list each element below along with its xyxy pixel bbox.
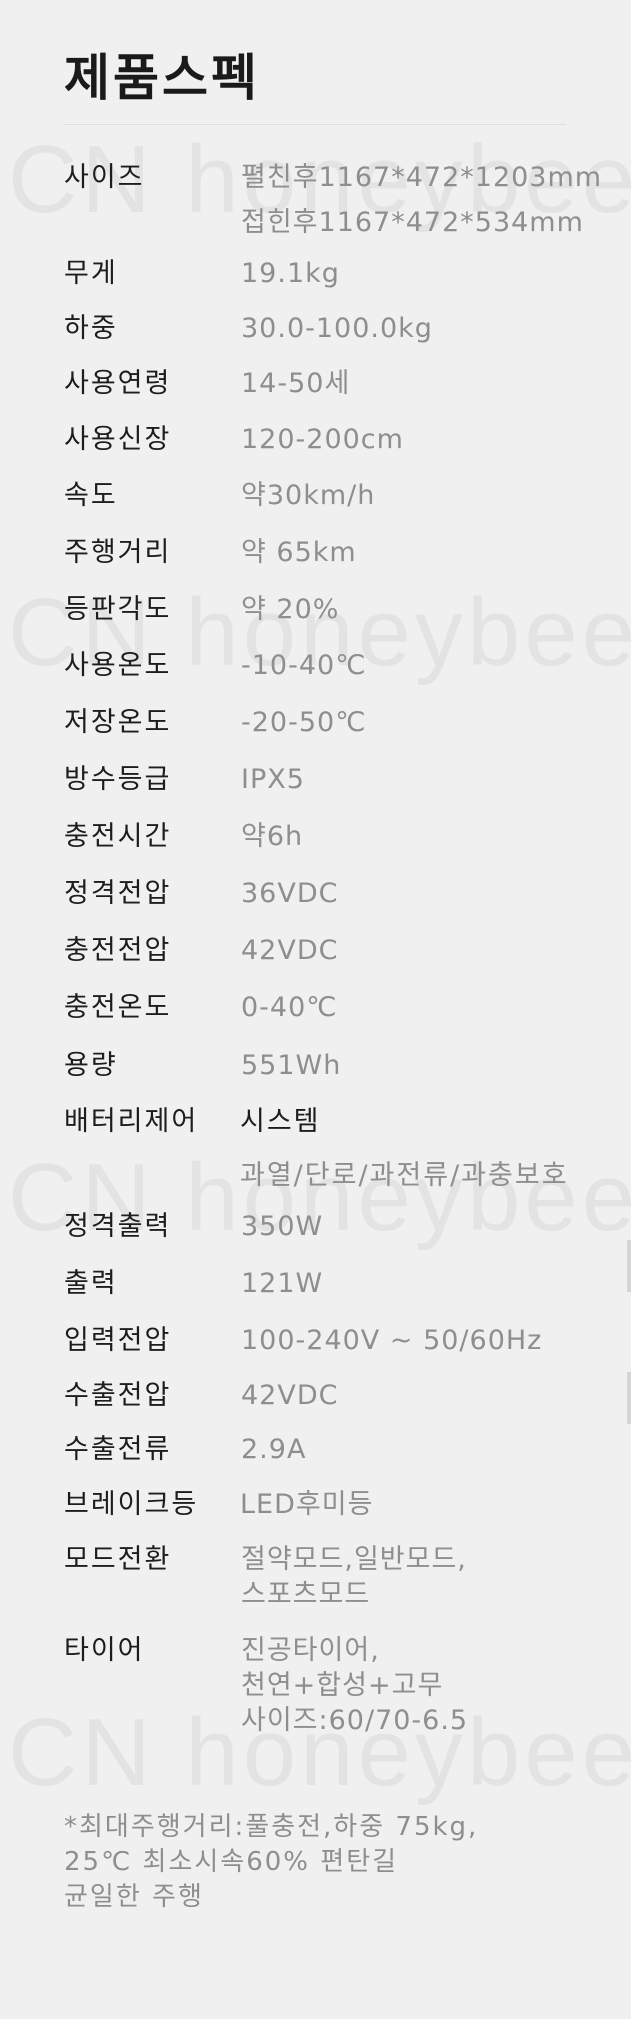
spec-row-operating-temp: 사용온도 -10-40℃	[64, 648, 631, 683]
spec-value: 진공타이어, 천연+합성+고무 사이즈:60/70-6.5	[241, 1635, 469, 1736]
divider	[64, 124, 566, 125]
spec-row-range: 주행거리 약 65km	[64, 535, 631, 570]
spec-row-height: 사용신장 120-200cm	[64, 422, 631, 457]
spec-value: 0-40℃	[241, 992, 338, 1023]
spec-label: 사용신장	[64, 424, 172, 455]
spec-value: 14-50세	[241, 368, 351, 399]
spec-value: 121W	[241, 1268, 324, 1299]
spec-label: 사이즈	[64, 162, 145, 193]
spec-value: 약6h	[241, 821, 304, 852]
spec-value: LED후미등	[240, 1489, 374, 1520]
edge-mark	[627, 1372, 631, 1424]
spec-label: 저장온도	[64, 707, 172, 738]
spec-row-charge-temp: 충전온도 0-40℃	[64, 990, 631, 1025]
spec-value: 30.0-100.0kg	[241, 313, 433, 344]
spec-label: 무게	[64, 258, 118, 289]
spec-value: 약30km/h	[241, 480, 376, 511]
spec-row-mode: 모드전환 절약모드,일반모드, 스포츠모드	[64, 1542, 631, 1612]
spec-label: 주행거리	[64, 537, 172, 568]
spec-value: -10-40℃	[241, 650, 367, 681]
spec-label: 용량	[64, 1050, 118, 1081]
spec-label: 정격출력	[64, 1211, 172, 1242]
spec-row-capacity: 용량 551Wh	[64, 1048, 631, 1083]
spec-row-climb: 등판각도 약 20%	[64, 592, 631, 627]
spec-label: 충전시간	[64, 821, 172, 852]
spec-label: 하중	[64, 313, 118, 344]
spec-row-speed: 속도 약30km/h	[64, 478, 631, 513]
spec-label: 정격전압	[64, 878, 172, 909]
edge-mark	[627, 1240, 631, 1292]
spec-value: 약 65km	[241, 537, 357, 568]
spec-row-age: 사용연령 14-50세	[64, 366, 631, 401]
spec-row-storage-temp: 저장온도 -20-50℃	[64, 705, 631, 740]
spec-value: 100-240V ~ 50/60Hz	[241, 1325, 543, 1356]
spec-label: 배터리제어	[64, 1106, 199, 1137]
spec-row-out-current: 수출전류 2.9A	[64, 1432, 631, 1467]
spec-label: 수출전압	[64, 1380, 172, 1411]
spec-row-charge-voltage: 충전전압 42VDC	[64, 933, 631, 968]
spec-label: 입력전압	[64, 1325, 172, 1356]
footnote: *최대주행거리:풀충전,하중 75kg, 25℃ 최소시속60% 편탄길 균일한…	[64, 1812, 479, 1912]
spec-row-battery-control: 배터리제어 시스템 과열/단로/과전류/과충보호	[64, 1104, 631, 1193]
spec-value: 약 20%	[241, 594, 340, 625]
spec-row-brake-light: 브레이크등 LED후미등	[64, 1487, 631, 1522]
spec-label: 사용연령	[64, 368, 172, 399]
page-title: 제품스펙	[64, 49, 260, 107]
spec-value: 절약모드,일반모드, 스포츠모드	[241, 1544, 467, 1610]
spec-value: 42VDC	[241, 1380, 339, 1411]
spec-row-load: 하중 30.0-100.0kg	[64, 311, 631, 346]
spec-row-tire: 타이어 진공타이어, 천연+합성+고무 사이즈:60/70-6.5	[64, 1633, 631, 1738]
spec-label: 모드전환	[64, 1544, 172, 1575]
spec-value: 551Wh	[241, 1050, 342, 1081]
spec-label: 타이어	[64, 1635, 145, 1666]
spec-label: 충전전압	[64, 935, 172, 966]
spec-row-waterproof: 방수등급 IPX5	[64, 762, 631, 797]
spec-label: 사용온도	[64, 650, 172, 681]
spec-value: IPX5	[241, 764, 305, 795]
spec-row-charge-time: 충전시간 약6h	[64, 819, 631, 854]
spec-row-weight: 무게 19.1kg	[64, 256, 631, 291]
spec-value: 시스템 과열/단로/과전류/과충보호	[240, 1106, 569, 1191]
spec-row-out-voltage: 수출전압 42VDC	[64, 1378, 631, 1413]
spec-row-rated-voltage: 정격전압 36VDC	[64, 876, 631, 911]
spec-value: 350W	[241, 1211, 324, 1242]
spec-value: 36VDC	[241, 878, 339, 909]
spec-row-size: 사이즈 펼친후1167*472*1203mm 접힌후1167*472*534mm	[64, 160, 631, 240]
spec-value: 120-200cm	[241, 424, 404, 455]
spec-label: 방수등급	[64, 764, 172, 795]
spec-label: 속도	[64, 480, 118, 511]
spec-label: 충전온도	[64, 992, 172, 1023]
spec-label: 수출전류	[64, 1434, 172, 1465]
spec-value: -20-50℃	[241, 707, 367, 738]
spec-label: 출력	[64, 1268, 118, 1299]
spec-value: 42VDC	[241, 935, 339, 966]
spec-value: 19.1kg	[241, 258, 340, 289]
spec-row-output: 출력 121W	[64, 1266, 631, 1301]
spec-label: 브레이크등	[64, 1489, 199, 1520]
spec-row-input-voltage: 입력전압 100-240V ~ 50/60Hz	[64, 1323, 631, 1358]
spec-row-rated-output: 정격출력 350W	[64, 1209, 631, 1244]
spec-value: 펼친후1167*472*1203mm 접힌후1167*472*534mm	[241, 162, 603, 238]
spec-label: 등판각도	[64, 594, 172, 625]
spec-value: 2.9A	[241, 1434, 307, 1465]
